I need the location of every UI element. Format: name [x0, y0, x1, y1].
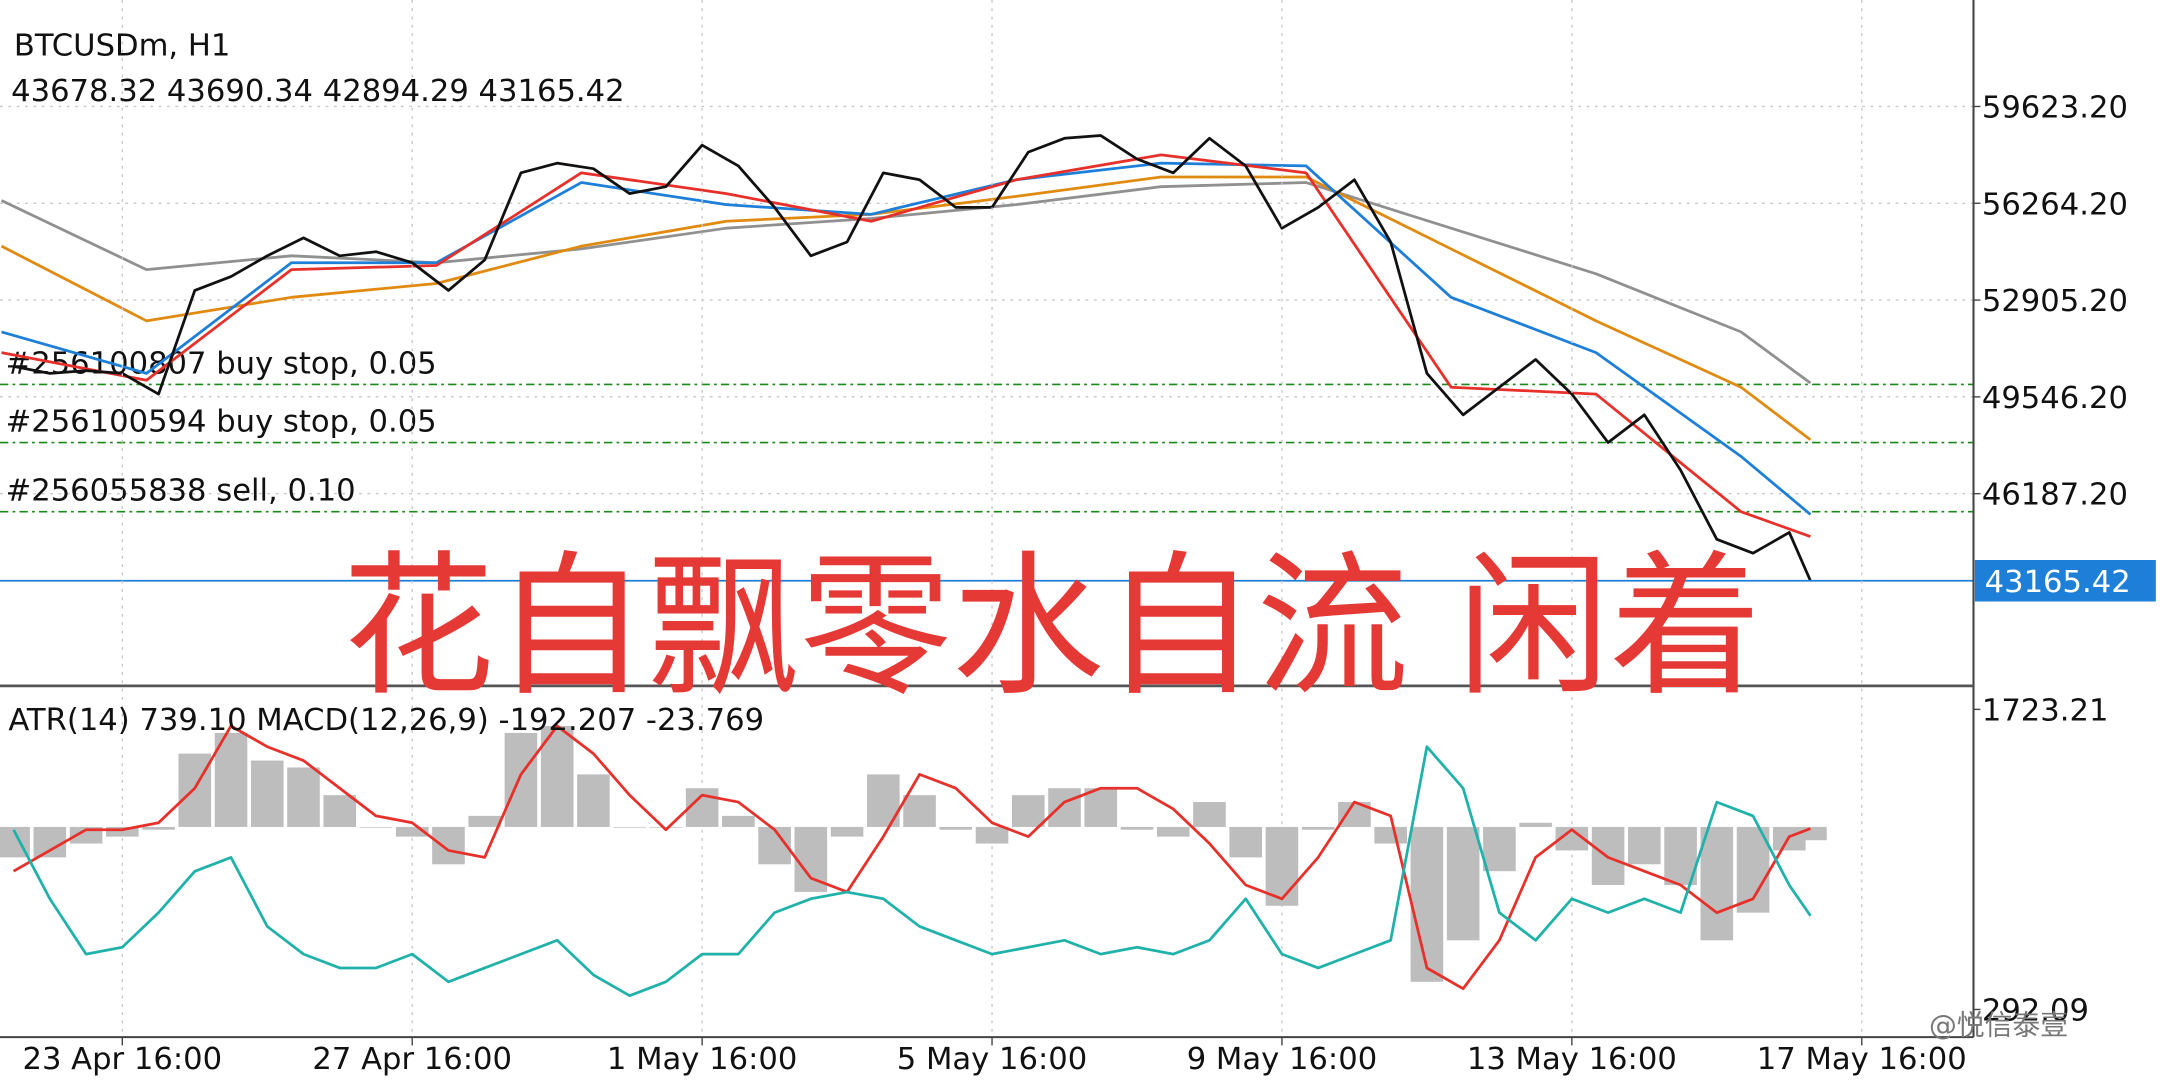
histogram-bar: [1156, 826, 1190, 837]
histogram-bar: [1265, 826, 1299, 906]
histogram-bar: [830, 826, 864, 837]
x-tick-label: 27 Apr 16:00: [312, 1042, 512, 1077]
histogram-bar: [577, 774, 610, 827]
series-line: [12, 745, 1812, 998]
histogram-bar: [33, 826, 67, 858]
histogram-bar: [722, 815, 755, 827]
histogram-bar: [359, 826, 393, 828]
histogram-bar: [1229, 826, 1263, 858]
y-tick-label: 49546.20: [1982, 381, 2128, 416]
x-tick-label: 1 May 16:00: [607, 1042, 797, 1077]
histogram-bar: [395, 826, 429, 837]
histogram-bar: [1374, 826, 1407, 844]
histogram-bar: [214, 732, 248, 827]
current-price-label: 43165.42: [1985, 565, 2131, 600]
histogram-bar: [468, 815, 502, 827]
order-label: #256100594 buy stop, 0.05: [6, 405, 437, 440]
x-tick-label: 17 May 16:00: [1757, 1042, 1967, 1077]
current-price-box: [1974, 560, 2156, 602]
histogram-bar: [1446, 826, 1480, 941]
histogram-bar: [1483, 826, 1516, 872]
histogram-bar: [1120, 826, 1154, 830]
watermark: @悦信泰壹: [1929, 1008, 2068, 1041]
x-tick-label: 9 May 16:00: [1187, 1042, 1377, 1077]
histogram-bar: [613, 826, 646, 828]
chart-title: BTCUSDm, H1: [14, 28, 230, 63]
histogram-bar: [1084, 788, 1118, 827]
histogram-bar: [1628, 826, 1661, 865]
order-label: #256055838 sell, 0.10: [6, 474, 356, 509]
y-tick-label: 52905.20: [1982, 284, 2128, 319]
histogram-bar: [975, 826, 1009, 844]
histogram-bar: [250, 760, 284, 827]
y-tick-label: 1723.21: [1982, 694, 2109, 729]
histogram-bar: [903, 795, 936, 827]
histogram-bar: [1700, 826, 1734, 941]
histogram-bar: [1048, 788, 1081, 827]
histogram-bar: [178, 753, 212, 827]
histogram-bar: [1301, 826, 1335, 830]
histogram-bar: [287, 767, 320, 827]
histogram-bar: [323, 795, 357, 827]
x-tick-label: 13 May 16:00: [1467, 1042, 1677, 1077]
x-tick-label: 5 May 16:00: [897, 1042, 1087, 1077]
y-tick-label: 59623.20: [1982, 91, 2128, 126]
series-line: [12, 724, 1811, 991]
y-tick-label: 56264.20: [1982, 187, 2128, 222]
histogram-bar: [1193, 802, 1226, 827]
histogram-bar: [1410, 826, 1444, 982]
series-line: [13, 134, 1812, 582]
histogram-bar: [1011, 795, 1045, 827]
x-tick-label: 23 Apr 16:00: [23, 1042, 223, 1077]
y-tick-label: 292.09: [1982, 994, 2089, 1029]
histogram-bar: [649, 826, 683, 828]
histogram-bar: [432, 826, 465, 865]
ohlc-readout: 43678.32 43690.34 42894.29 43165.42: [11, 74, 624, 109]
y-tick-label: 46187.20: [1982, 478, 2128, 513]
histogram-bar: [939, 826, 973, 830]
histogram-bar: [1555, 826, 1589, 851]
histogram-bar: [1519, 822, 1552, 827]
overlay-text: 花自飘零水自流 闲着: [342, 537, 1762, 717]
indicator-label: ATR(14) 739.10 MACD(12,26,9) -192.207 -2…: [8, 703, 764, 738]
histogram-bar: [504, 732, 538, 827]
histogram-bar: [105, 826, 139, 837]
histogram-bar: [142, 826, 175, 830]
